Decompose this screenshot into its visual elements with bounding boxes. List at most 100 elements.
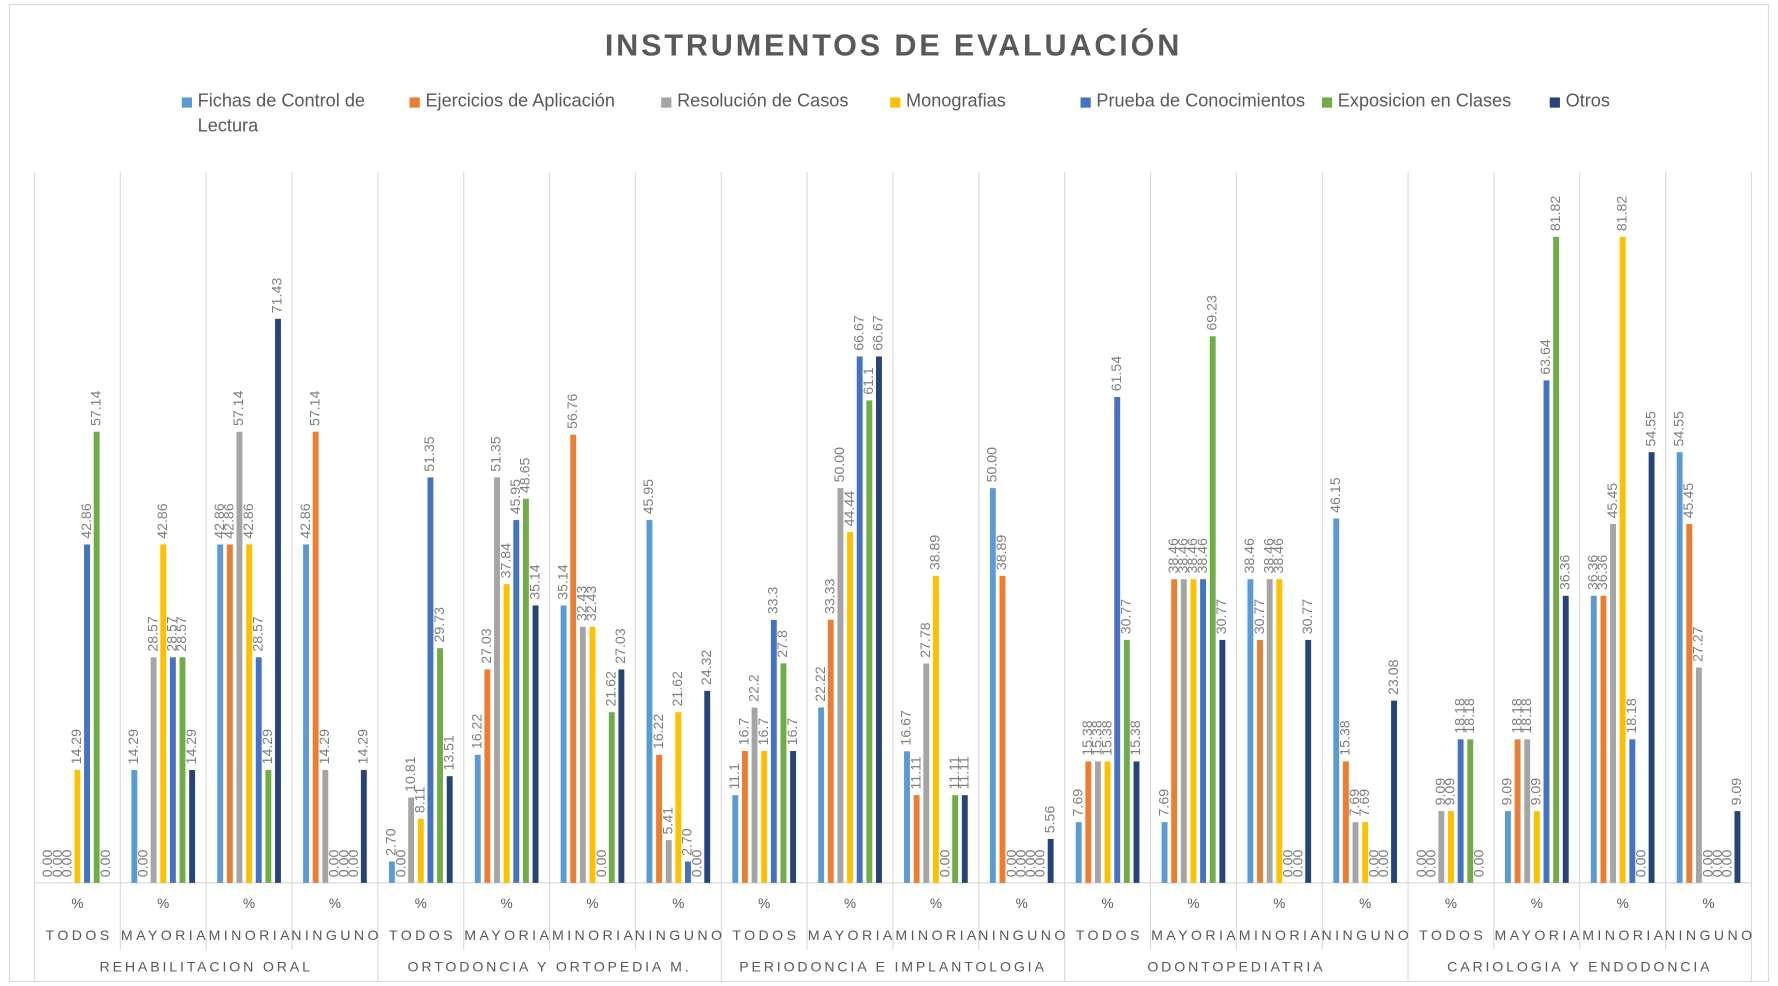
value-label: 18.18 <box>1452 698 1468 734</box>
value-label: 69.23 <box>1204 295 1220 331</box>
x-tick-label: MAYORIA <box>1495 928 1583 944</box>
category-unit: % <box>1531 896 1543 911</box>
bar <box>770 619 777 883</box>
value-label: 8.11 <box>413 787 429 814</box>
x-tick-label: MINORIA <box>209 928 293 944</box>
bar <box>780 663 787 883</box>
bar <box>503 584 510 883</box>
value-label: 9.09 <box>1500 778 1516 806</box>
bar <box>1524 739 1531 883</box>
bar <box>685 861 691 883</box>
bar <box>131 770 138 883</box>
chart-frame <box>8 3 1770 983</box>
value-label: 18.18 <box>1519 698 1535 734</box>
value-label: 38.46 <box>1271 538 1287 574</box>
bar <box>1161 822 1168 883</box>
bar <box>1543 380 1550 883</box>
legend-label: Ejercicios de Aplicación <box>425 91 615 112</box>
bar <box>1648 452 1655 883</box>
chart-title: INSTRUMENTOS DE EVALUACIÓN <box>605 27 1182 63</box>
bar <box>1333 518 1340 883</box>
category-unit: % <box>1187 896 1199 911</box>
value-label: 42.86 <box>298 503 314 539</box>
value-label: 21.62 <box>603 671 619 707</box>
value-label: 33.33 <box>823 578 839 614</box>
legend-swatch <box>1321 97 1333 108</box>
bar <box>408 797 415 883</box>
value-label: 0.00 <box>1472 850 1488 878</box>
category-unit: % <box>586 896 598 911</box>
value-label: 11.11 <box>957 756 973 789</box>
value-label: 45.45 <box>1681 483 1697 519</box>
bar <box>1504 811 1511 883</box>
value-label: 32.43 <box>575 586 591 622</box>
bar <box>952 795 959 883</box>
bar <box>532 605 539 883</box>
value-label: 27.03 <box>613 628 629 664</box>
bar <box>388 861 395 883</box>
category-unit: % <box>71 896 83 911</box>
bar <box>312 431 319 883</box>
bar <box>1114 396 1121 883</box>
value-label: 14.29 <box>356 729 372 765</box>
bar <box>904 751 910 883</box>
category-unit: % <box>157 896 169 911</box>
value-label: 0.00 <box>136 850 152 878</box>
bar <box>446 776 453 883</box>
legend-item: Resolución de Casos <box>677 92 848 111</box>
value-label: 0.00 <box>1290 850 1306 878</box>
value-label: 50.00 <box>832 447 848 483</box>
value-label: 0.00 <box>1004 850 1020 878</box>
value-label: 38.46 <box>1242 538 1258 574</box>
x-tick-label: TODOS <box>46 928 113 944</box>
value-label: 16.22 <box>651 714 667 750</box>
legend-swatch <box>181 97 192 108</box>
bar <box>255 657 262 883</box>
value-label: 32.43 <box>584 586 600 622</box>
bar <box>1095 761 1101 883</box>
bar <box>484 669 491 883</box>
value-label: 71.43 <box>270 278 286 314</box>
value-label: 81.82 <box>1548 196 1564 232</box>
bar <box>818 707 825 883</box>
bar <box>1600 595 1607 883</box>
value-label: 0.00 <box>1367 850 1383 878</box>
bar <box>513 520 520 883</box>
bar <box>589 626 596 883</box>
value-label: 57.14 <box>307 390 323 426</box>
bar <box>1590 595 1597 883</box>
value-label: 66.67 <box>871 315 887 351</box>
bar <box>1200 579 1207 883</box>
value-label: 57.14 <box>88 390 104 426</box>
value-label: 0.00 <box>1414 850 1430 878</box>
bar <box>866 400 873 883</box>
value-label: 9.09 <box>1443 778 1459 806</box>
value-label: 38.46 <box>1176 538 1192 574</box>
bar <box>761 751 768 883</box>
x-tick-label: NINGUNO <box>635 928 726 944</box>
value-label: 27.8 <box>775 630 791 658</box>
bar <box>1619 236 1626 883</box>
bar <box>1686 524 1693 883</box>
value-label: 7.69 <box>1070 789 1086 817</box>
legend-swatch <box>1549 97 1560 108</box>
group-label: REHABILITACION ORAL <box>100 960 313 976</box>
value-label: 15.38 <box>1099 720 1115 756</box>
value-label: 14.29 <box>317 729 333 765</box>
value-label: 66.67 <box>851 315 867 351</box>
bar <box>1457 739 1464 883</box>
legend-swatch <box>1080 97 1091 108</box>
value-label: 38.46 <box>1185 538 1201 574</box>
value-label: 45.95 <box>508 479 524 515</box>
value-label: 22.2 <box>746 674 762 702</box>
x-tick-label: MAYORIA <box>1151 928 1239 944</box>
value-label: 18.18 <box>1624 698 1640 734</box>
value-label: 7.69 <box>1357 789 1373 817</box>
value-label: 9.09 <box>1433 778 1449 806</box>
x-tick-label: MAYORIA <box>121 928 209 944</box>
bar <box>847 531 853 883</box>
x-tick-label: MINORIA <box>1582 928 1666 944</box>
x-tick-label: MAYORIA <box>464 928 552 944</box>
value-label: 42.86 <box>241 503 257 539</box>
value-label: 28.57 <box>165 616 181 652</box>
